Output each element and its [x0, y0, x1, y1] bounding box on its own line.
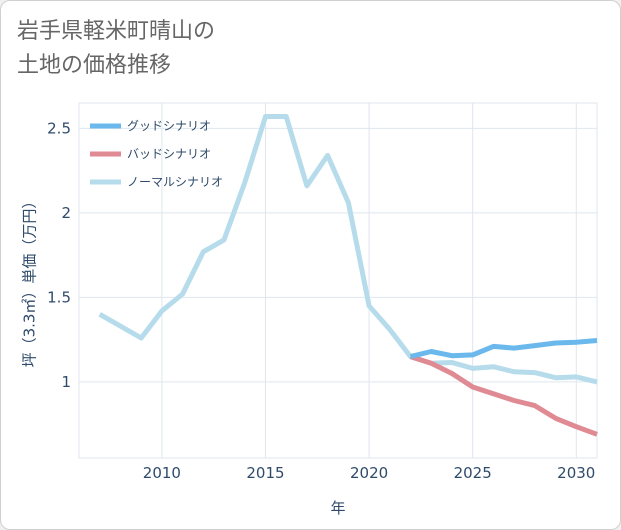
chart-title-line2: 土地の価格推移 — [17, 53, 172, 78]
x-tick-label: 2025 — [454, 464, 492, 482]
series-line-2 — [409, 354, 598, 437]
x-tick-label: 2020 — [350, 464, 388, 482]
series-line-1 — [409, 338, 598, 360]
legend-label: バッドシナリオ — [127, 147, 211, 161]
chart-grid — [78, 102, 598, 459]
y-tick-label: 2 — [61, 204, 71, 222]
x-tick-label: 2010 — [143, 464, 181, 482]
axis-ticks: 2010 2015 2020 2025 2030 1 1.5 2 2.5 — [47, 119, 595, 482]
x-tick-label: 2030 — [557, 464, 595, 482]
legend-label: ノーマルシナリオ — [127, 175, 223, 189]
y-tick-label: 1 — [61, 373, 71, 391]
x-tick-label: 2015 — [246, 464, 284, 482]
chart-title: 岩手県軽米町晴山の 土地の価格推移 — [17, 15, 215, 83]
y-tick-label: 1.5 — [47, 288, 71, 306]
chart-series — [98, 114, 598, 437]
x-axis-label: 年 — [330, 499, 345, 517]
chart-title-line1: 岩手県軽米町晴山の — [17, 19, 216, 44]
series-line-3 — [98, 114, 598, 385]
plot-area — [78, 102, 598, 459]
y-tick-label: 2.5 — [47, 119, 71, 137]
legend-label: グッドシナリオ — [127, 119, 211, 133]
y-axis-label: 坪（3.3㎡）単価（万円） — [21, 194, 39, 368]
